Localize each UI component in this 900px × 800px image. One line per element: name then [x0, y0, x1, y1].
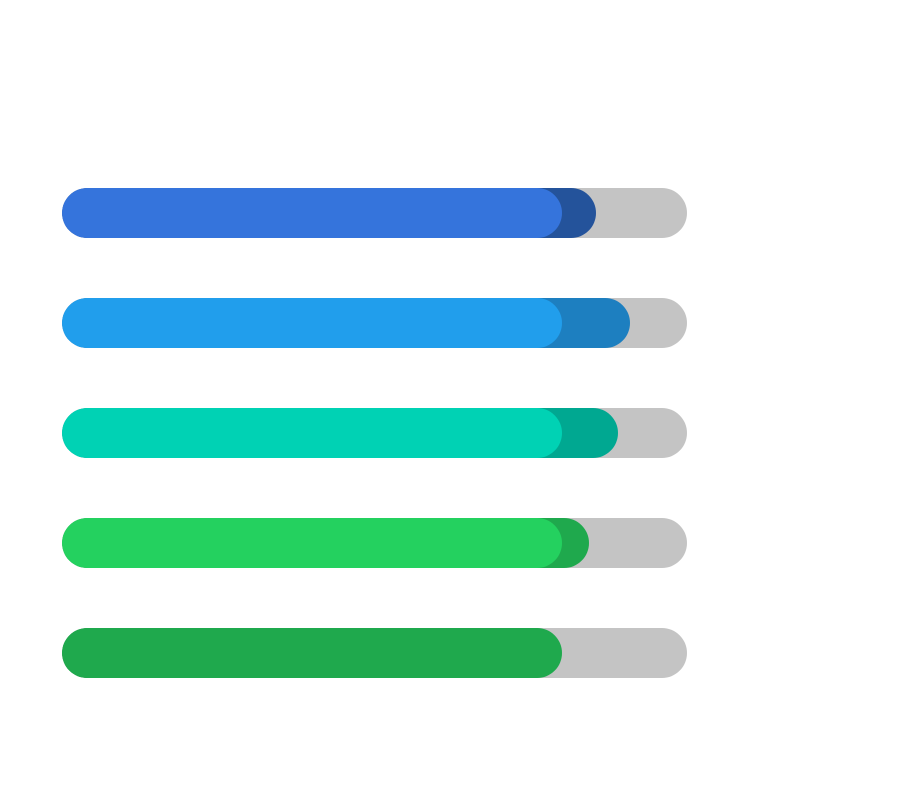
progress-bar-4-primary-fill — [62, 518, 562, 568]
progress-bar-2-primary-fill — [62, 298, 562, 348]
progress-bar-1-primary-fill — [62, 188, 562, 238]
progress-bar-3-primary-fill — [62, 408, 562, 458]
progress-bar-1 — [62, 188, 687, 238]
progress-bar-3 — [62, 408, 687, 458]
progress-bar-5-primary-fill — [62, 628, 562, 678]
progress-bar-5 — [62, 628, 687, 678]
progress-bar-4 — [62, 518, 687, 568]
progress-bar-2 — [62, 298, 687, 348]
progress-bar-list — [62, 188, 687, 678]
